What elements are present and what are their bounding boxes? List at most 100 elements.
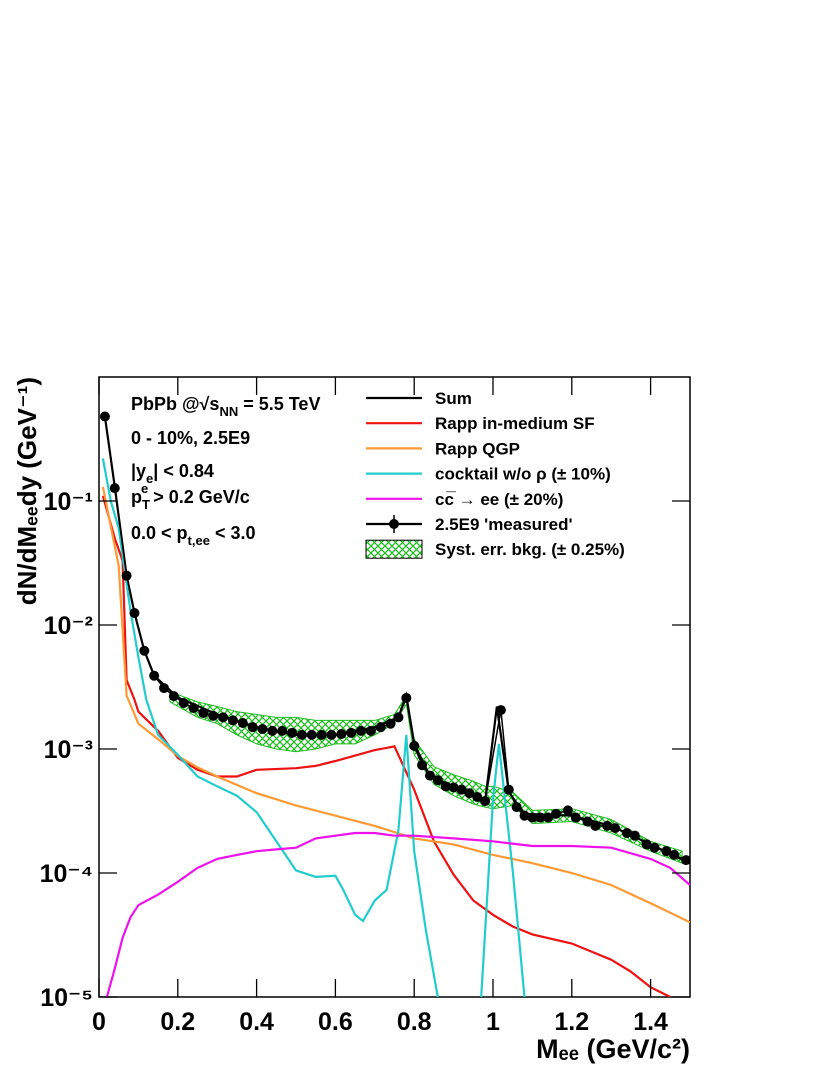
x-tick-label: 1 [486,1008,500,1036]
data-point [365,725,376,736]
data-point [543,812,554,823]
data-point [495,705,506,716]
data-point [448,782,459,793]
x-tick-label: 0 [92,1008,106,1036]
data-point [562,805,573,816]
data-point [139,645,150,656]
annotation: 0 - 10%, 2.5E9 [131,428,250,448]
data-point [401,692,412,703]
data-point [610,823,621,834]
y-tick-label: 10⁻¹ [44,488,93,516]
data-point [629,830,640,841]
annotation-part: PbPb @√s [131,394,219,414]
x-tick-label: 0.6 [318,1008,353,1036]
data-point [129,607,140,618]
data-point [681,855,690,866]
y-tick-label: 10⁻³ [44,736,93,764]
data-point [480,796,491,807]
y-tick-label: 10⁻⁵ [40,984,93,1012]
annotation-part: |y [131,461,146,481]
data-point [178,697,189,708]
data-point [188,703,199,714]
data-point [417,760,428,771]
data-point [277,725,288,736]
data-point [375,722,386,733]
data-point [503,784,514,795]
series-line [101,458,526,997]
data-point [590,820,601,831]
data-point [649,842,660,853]
data-point [570,812,581,823]
annotation: PbPb @√sNN = 5.5 TeV [131,394,320,419]
data-point [456,784,467,795]
data-point [109,483,120,494]
data-point [440,781,451,792]
x-tick-label: 0.2 [160,1008,195,1036]
annotation-part: 0 - 10%, 2.5E9 [131,428,250,448]
annotation-part: | < 0.84 [153,461,214,481]
data-point [602,820,613,831]
data-point [336,729,347,740]
series-line [105,831,690,997]
annotation-part: e [146,471,153,486]
x-tick-label: 0.8 [397,1008,432,1036]
annotation-part: T [142,497,150,512]
data-point [464,788,475,799]
data-point [582,816,593,827]
data-point [159,683,170,694]
data-point [149,670,160,681]
annotation: 0.0 < pt,ee < 3.0 [131,523,255,548]
data-point [621,828,632,839]
data-point [472,792,483,803]
data-point [326,729,337,740]
annotation-part: > 0.2 GeV/c [148,487,250,507]
data-point [237,718,248,729]
x-tick-label: 1.2 [554,1008,589,1036]
legend-label: Syst. err. bkg. (± 0.25%) [435,540,625,559]
data-point [99,411,110,422]
y-tick-label: 10⁻² [44,612,93,640]
data-point [535,812,546,823]
data-point [287,727,298,738]
legend-swatch [365,539,423,559]
legend-label: cc̅ → ee (± 20%) [435,490,563,509]
legend-label: cocktail w/o ρ (± 10%) [435,465,611,484]
data-point [121,570,132,581]
annotation: |ye| < 0.84 [131,461,214,486]
data-point [227,715,238,726]
data-point [356,725,367,736]
legend-label: Rapp in-medium SF [435,414,595,433]
annotation-part: t,ee [188,533,210,548]
data-point [257,723,268,734]
data-point [346,727,357,738]
data-point [661,846,672,857]
data-point [519,810,530,821]
annotation-part: p [131,487,142,507]
x-axis-title: Mₑₑ (GeV/c²) [536,1034,690,1064]
series-line [101,495,671,997]
data-point [527,812,538,823]
data-point [296,729,307,740]
data-point [641,839,652,850]
data-point [306,729,317,740]
data-point [409,740,420,751]
data-point [432,775,443,786]
data-point [511,802,522,813]
annotation-part: e [141,481,148,496]
legend-label: Rapp QGP [435,439,520,458]
series-line [101,486,690,924]
data-point [168,691,179,702]
annotation-part: = 5.5 TeV [238,394,320,414]
data-point [551,808,562,819]
data-point [218,712,229,723]
data-point [208,710,219,721]
data-point [393,712,404,723]
data-point [385,718,396,729]
annotation-part: NN [219,404,238,419]
annotation-part: < 3.0 [210,523,256,543]
data-point [316,729,327,740]
plot-frame [98,376,691,998]
plot-area [99,411,690,997]
data-point [198,708,209,719]
